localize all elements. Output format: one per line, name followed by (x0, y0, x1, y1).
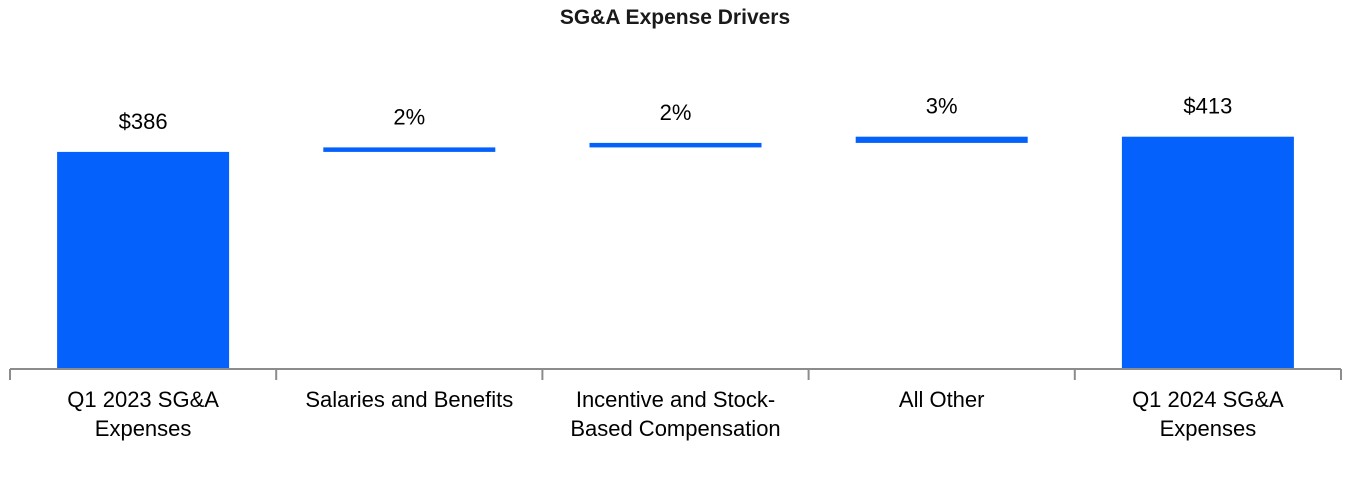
chart-title: SG&A Expense Drivers (559, 6, 791, 29)
category-label-line: Expenses (95, 416, 192, 441)
category-label-line: Based Compensation (570, 416, 780, 441)
data-label: $413 (1183, 94, 1232, 119)
category-label: All Other (899, 387, 985, 412)
category-label-line: All Other (899, 387, 985, 412)
data-label: 3% (926, 94, 958, 119)
category-label-line: Q1 2023 SG&A (67, 387, 219, 412)
data-label: 2% (660, 100, 692, 125)
total-bar (1121, 136, 1294, 369)
category-label: Incentive and Stock- Based Compensation (570, 387, 780, 441)
data-label: 2% (393, 104, 425, 129)
delta-bar (855, 136, 1028, 143)
category-label: Q1 2023 SG&A Expenses (67, 387, 219, 441)
delta-bar (589, 142, 762, 148)
total-bar (57, 151, 230, 369)
category-label-line: Expenses (1160, 416, 1257, 441)
category-label: Salaries and Benefits (305, 387, 513, 412)
data-label: $386 (119, 109, 168, 134)
category-label-line: Incentive and Stock- (576, 387, 775, 412)
category-label-line: Q1 2024 SG&A (1132, 387, 1284, 412)
delta-bar (323, 147, 496, 152)
category-label: Q1 2024 SG&A Expenses (1132, 387, 1284, 441)
category-label-line: Salaries and Benefits (305, 387, 513, 412)
